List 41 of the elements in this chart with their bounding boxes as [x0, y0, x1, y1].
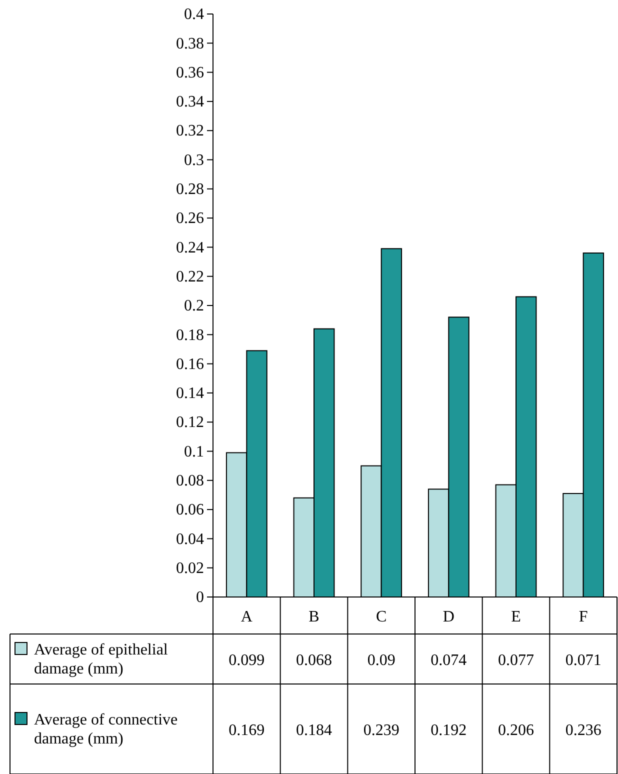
y-tick-label: 0.32 [176, 122, 204, 140]
data-label: 0.09 [367, 652, 396, 669]
data-label: 0.077 [498, 652, 534, 669]
y-tick-label: 0.18 [176, 326, 204, 344]
y-tick-label: 0.2 [184, 298, 204, 315]
y-tick-label: 0.4 [184, 6, 204, 24]
y-tick-label: 0.14 [176, 385, 204, 402]
y-tick-label: 0.1 [184, 443, 204, 460]
y-tick-label: 0.22 [176, 268, 204, 286]
y-tick-label: 0.24 [176, 239, 204, 256]
x-tick-label: A [240, 608, 253, 626]
data-label: 0.071 [565, 652, 602, 669]
x-tick-label: C [376, 608, 387, 626]
data-label: 0.169 [228, 722, 265, 739]
legend-label: Average of connective damage (mm) [34, 712, 178, 748]
y-tick-label: 0 [196, 589, 204, 606]
data-label: 0.184 [296, 722, 332, 739]
y-tick-label: 0.34 [176, 94, 204, 111]
data-label: 0.099 [228, 652, 265, 669]
x-tick-label: E [511, 608, 521, 626]
y-tick-label: 0.3 [184, 152, 204, 169]
data-label: 0.068 [296, 652, 332, 669]
y-tick-label: 0.28 [176, 181, 204, 198]
y-tick-label: 0.26 [176, 210, 204, 228]
y-tick-label: 0.02 [176, 560, 204, 577]
x-tick-label: D [442, 608, 454, 626]
y-tick-label: 0.08 [176, 472, 204, 490]
data-label: 0.239 [363, 722, 400, 739]
x-tick-label: F [578, 608, 588, 626]
data-label: 0.074 [430, 652, 467, 669]
y-tick-label: 0.36 [176, 64, 204, 82]
data-label: 0.192 [430, 722, 467, 739]
legend-label: Average of epithelial damage (mm) [34, 642, 168, 678]
data-label: 0.206 [498, 722, 534, 739]
x-tick-label: B [308, 608, 320, 626]
y-tick-label: 0.06 [176, 502, 204, 519]
y-tick-label: 0.04 [176, 530, 204, 548]
y-tick-label: 0.38 [176, 35, 204, 52]
y-tick-label: 0.16 [176, 356, 204, 373]
data-label: 0.236 [565, 722, 602, 739]
y-tick-label: 0.12 [176, 414, 204, 432]
